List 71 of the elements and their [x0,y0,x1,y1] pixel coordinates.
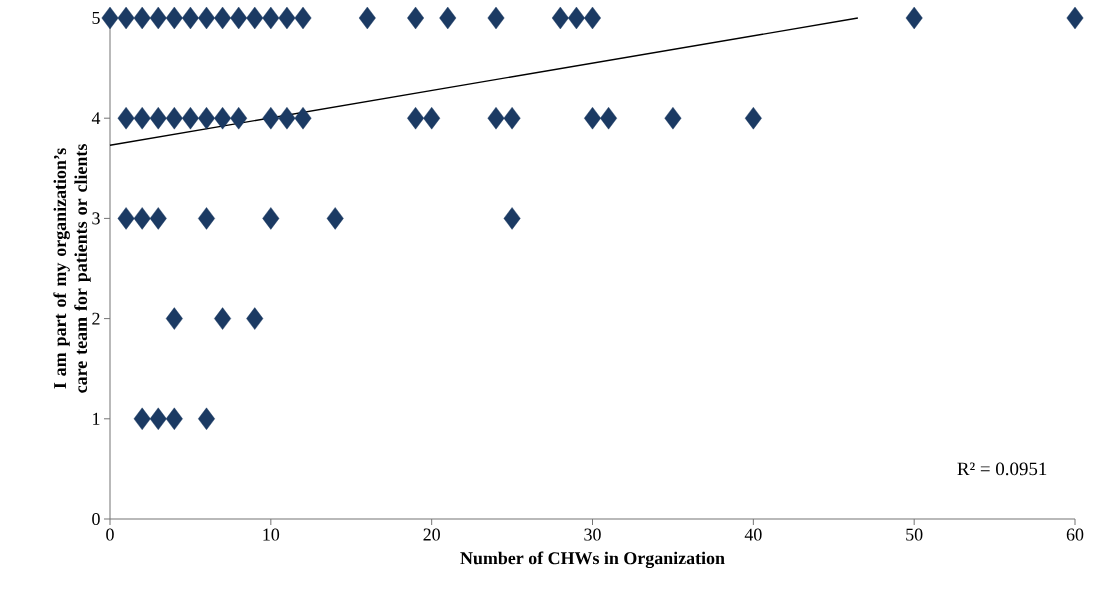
y-tick-label: 2 [92,312,100,325]
x-tick-label: 10 [263,528,280,541]
point [262,6,280,30]
point [133,6,151,30]
point [551,6,569,30]
point [744,107,762,130]
point [165,107,183,130]
x-axis-title: Number of CHWs in Organization [460,551,725,569]
x-tick-label: 0 [106,528,114,541]
point [278,6,296,30]
point [584,107,601,130]
y-tick-label: 5 [92,12,100,24]
point [246,6,264,30]
point [503,107,521,130]
point [230,6,248,30]
point [246,307,264,330]
point [149,207,167,230]
x-tick-label: 30 [584,528,601,541]
point [503,207,521,230]
point [133,207,151,230]
point [664,107,682,130]
y-tick-label: 0 [92,512,100,526]
x-tick-label: 40 [744,528,762,541]
point [567,6,585,30]
point [165,307,183,330]
point [262,107,280,130]
point [198,107,215,130]
point [198,207,215,230]
point [165,407,183,430]
point [1066,6,1084,30]
annotation: R² = 0.0951 [957,462,1047,476]
point [439,6,457,30]
point [181,107,199,130]
point [294,107,312,130]
point [133,407,151,430]
point [149,107,167,130]
point [198,6,215,30]
y-tick-label: 4 [91,112,101,125]
point [214,307,232,330]
point [101,6,119,30]
y-tick-label: 3 [92,212,100,225]
point [117,107,135,130]
point [278,107,296,130]
point [487,6,505,30]
point [117,207,135,230]
point [230,107,248,130]
x-tick-label: 20 [423,528,440,541]
point [214,107,232,130]
point [487,107,505,130]
point [133,107,151,130]
point [165,6,183,30]
point [214,6,232,30]
point [358,6,376,30]
point [326,207,344,230]
point [117,6,135,30]
point [600,107,618,130]
y-axis-title: I am part of my organization’s care team for patients or clients [53,144,91,393]
point [149,407,167,430]
point [423,107,441,130]
y-tick-label: 1 [93,412,100,425]
point [407,6,425,30]
x-tick-label: 60 [1066,528,1084,541]
point [905,6,923,30]
point [149,6,167,30]
point [198,407,215,430]
point [262,207,280,230]
x-tick-label: 50 [906,528,923,541]
point [294,6,312,30]
point [407,107,425,130]
point [181,6,199,30]
point [584,6,601,30]
